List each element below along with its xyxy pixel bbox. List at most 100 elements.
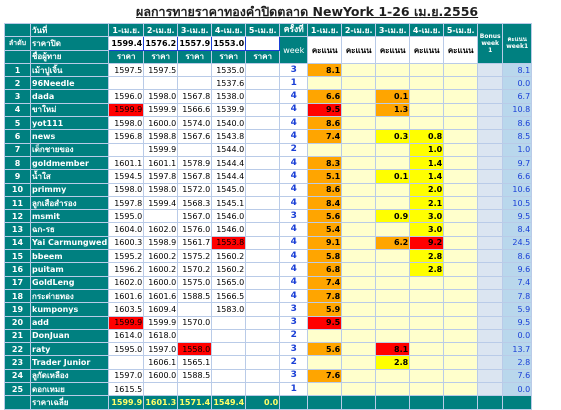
score-cell	[341, 382, 377, 397]
guess-price: 1560.2	[211, 249, 247, 264]
guess-price: 1599.9	[108, 315, 145, 330]
times-count: 4	[279, 116, 309, 131]
times-count: 3	[279, 62, 309, 78]
score-cell	[409, 342, 445, 357]
score-cell	[409, 116, 445, 131]
guess-price: 1539.9	[211, 102, 247, 118]
guess-price: 1597.0	[108, 368, 145, 384]
times-count: 4	[279, 155, 309, 171]
header-row-closing: ลำดับ ราคาปิด 1599.4 1576.2 1557.9 1553.…	[4, 36, 532, 64]
guess-price: 1601.1	[108, 155, 145, 171]
week-label: week	[279, 36, 309, 64]
guess-price	[108, 142, 145, 157]
score-cell	[409, 382, 445, 397]
date-header: 5-เม.ย.	[443, 22, 479, 38]
guess-price: 1544.4	[211, 155, 247, 171]
guess-price: 1588.5	[177, 288, 213, 304]
guess-price	[177, 302, 213, 317]
score-cell	[341, 288, 377, 304]
average-price: 0.0	[245, 395, 281, 410]
guess-price: 1609.4	[143, 302, 179, 317]
score-cell	[443, 275, 479, 290]
guess-price: 1598.0	[108, 116, 145, 131]
score-cell	[409, 302, 445, 317]
week1-score: 9.5	[502, 315, 533, 330]
header-row-player: ชื่อผู้ทาย ราคา ราคา ราคา ราคา ราคา	[4, 49, 532, 64]
table-row: 10 primmy 1598.0 1598.0 1572.0 1545.0 4 8.6 2.0 1…	[4, 182, 533, 197]
score-header: คะแนน	[443, 36, 479, 64]
date-header: 1-เม.ย.	[307, 22, 343, 38]
score-cell	[443, 142, 479, 157]
guess-price: 1575.2	[177, 249, 213, 264]
guess-price: 1606.1	[143, 355, 179, 370]
guess-price	[143, 209, 179, 224]
bonus-cell	[477, 275, 504, 290]
score-cell	[375, 222, 411, 237]
guess-price: 1568.3	[177, 195, 213, 211]
guess-price: 1545.0	[211, 182, 247, 197]
row-number: 9	[4, 169, 31, 184]
player-name: ขาใหม่	[29, 102, 110, 118]
guess-price: 1598.9	[143, 235, 179, 251]
week1-score: 7.8	[502, 288, 533, 304]
price-label: ราคา	[211, 49, 247, 64]
table-row: 23 Trader Junior 1606.1 1565.1 2 2.8 2.8	[4, 355, 533, 370]
times-count: 2	[279, 355, 309, 370]
times-count: 3	[279, 209, 309, 224]
guess-price	[211, 328, 247, 344]
guess-price: 1596.8	[108, 129, 145, 144]
row-number: 21	[4, 328, 31, 344]
bonus-cell	[477, 288, 504, 304]
score-cell	[443, 76, 479, 91]
bonus-cell	[477, 102, 504, 118]
score-cell: 5.4	[307, 222, 343, 237]
score-header: คะแนน	[409, 36, 445, 64]
score-cell: 5.9	[307, 302, 343, 317]
score-cell: 0.1	[375, 89, 411, 104]
row-number: 22	[4, 342, 31, 357]
times-count: 4	[279, 182, 309, 197]
score-cell	[443, 262, 479, 277]
guess-price: 1565.0	[211, 275, 247, 290]
score-cell: 8.3	[307, 155, 343, 171]
row-number: 18	[4, 288, 31, 304]
score-cell: 8.6	[307, 182, 343, 197]
closing-price: 1576.2	[143, 36, 179, 51]
score-cell	[443, 382, 479, 397]
guess-price: 1599.9	[143, 142, 179, 157]
guess-price: 1588.5	[177, 368, 213, 384]
week1-score: 6.6	[502, 169, 533, 184]
player-name: ลูกัดเหลือง	[29, 368, 110, 384]
table-row: 1 เม้าปูเจิ้น 1597.5 1597.5 1535.0 3 8.1 8.1	[4, 62, 533, 78]
date-header: 5-เม.ย.	[245, 22, 281, 38]
page-title: ผลการทายราคาทองคำปิดตลาด NewYork 1-26 เม…	[136, 4, 479, 19]
guess-price: 1602.0	[143, 222, 179, 237]
guess-price	[177, 142, 213, 157]
bonus-cell	[477, 222, 504, 237]
row-number: 1	[4, 62, 31, 78]
times-count: 4	[279, 222, 309, 237]
score-cell	[443, 235, 479, 251]
score-cell: 7.4	[307, 129, 343, 144]
score-cell	[341, 328, 377, 344]
times-count: 1	[279, 76, 309, 91]
bonus-cell	[477, 142, 504, 157]
times-count: 4	[279, 288, 309, 304]
table-row: 3 dada 1596.0 1598.0 1567.8 1538.0 4 6.6 0.1 6.7	[4, 89, 533, 104]
bonus-cell	[477, 315, 504, 330]
closing-price: 1553.0	[211, 36, 247, 51]
guess-price: 1601.1	[143, 155, 179, 171]
score-cell: 7.6	[307, 368, 343, 384]
score-cell	[307, 76, 343, 91]
score-cell	[443, 249, 479, 264]
guess-price	[245, 76, 281, 91]
date-header: 4-เม.ย.	[211, 22, 247, 38]
table-row: 7 เด็กชายของ 1599.9 1544.0 2 1.0 1.0	[4, 142, 533, 157]
guess-price	[245, 195, 281, 211]
score-cell	[341, 209, 377, 224]
date-header: 1-เม.ย.	[108, 22, 145, 38]
guess-price: 1599.9	[108, 102, 145, 118]
score-cell	[443, 195, 479, 211]
week1-score: 8.4	[502, 222, 533, 237]
date-header: 3-เม.ย.	[375, 22, 411, 38]
